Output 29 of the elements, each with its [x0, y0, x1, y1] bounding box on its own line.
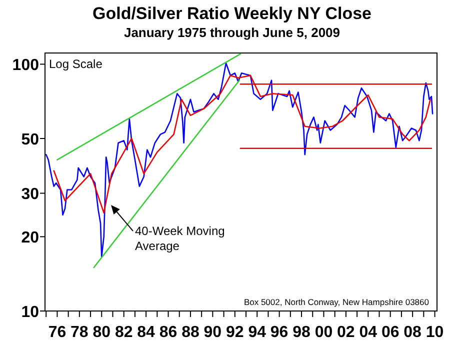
x-tick-label: 10 [426, 324, 444, 341]
x-tick-label: 78 [70, 324, 88, 341]
x-tick-label: 90 [204, 324, 222, 341]
y-tick-label: 100 [12, 57, 40, 74]
y-tick-label: 20 [21, 230, 40, 247]
x-tick-label: 86 [159, 324, 178, 341]
x-tick-label: 92 [226, 324, 244, 341]
x-tick-label: 02 [337, 324, 355, 341]
annotation: Log Scale [49, 57, 103, 71]
x-tick-label: 96 [270, 324, 288, 341]
y-tick-label: 10 [21, 304, 40, 321]
chart-title: Gold/Silver Ratio Weekly NY Close [92, 4, 372, 23]
x-tick-label: 06 [381, 324, 400, 341]
x-tick-label: 08 [404, 324, 422, 341]
y-tick-label: 30 [21, 186, 40, 204]
y-tick-label: 50 [21, 131, 40, 148]
x-tick-label: 98 [292, 324, 311, 341]
x-tick-label: 82 [114, 324, 133, 341]
x-tick-label: 80 [92, 324, 111, 341]
x-tick-label: 88 [182, 324, 200, 341]
x-tick-label: 04 [359, 324, 378, 341]
x-tick-label: 94 [248, 324, 266, 341]
x-tick-label: 00 [314, 324, 333, 341]
annotation: Box 5002, North Conway, New Hampshire 03860 [244, 297, 430, 307]
x-tick-label: 84 [137, 324, 156, 341]
chart-subtitle: January 1975 through June 5, 2009 [124, 25, 340, 40]
annotation: 40-Week Moving Average [135, 224, 225, 253]
line-series [53, 74, 431, 214]
x-tick-label: 76 [48, 324, 66, 341]
